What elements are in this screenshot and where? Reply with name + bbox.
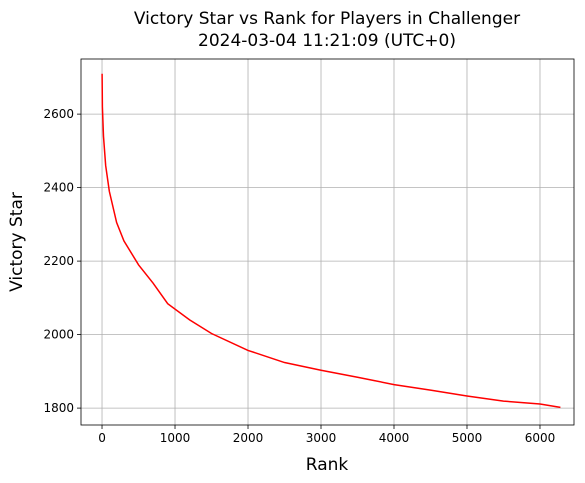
chart-title: Victory Star vs Rank for Players in Chal… xyxy=(134,9,520,29)
data-line xyxy=(101,73,561,409)
y-axis-label: Victory Star xyxy=(7,192,27,292)
x-tick-label: 1000 xyxy=(160,431,191,445)
y-tick-label: 2200 xyxy=(43,254,74,268)
x-tick-label: 0 xyxy=(98,431,106,445)
plot-frame xyxy=(80,58,575,426)
y-tick-label: 2000 xyxy=(43,328,74,342)
chart-subtitle: 2024-03-04 11:21:09 (UTC+0) xyxy=(198,31,456,51)
y-tick-label: 1800 xyxy=(43,401,74,415)
y-tick-label: 2400 xyxy=(43,181,74,195)
x-tick-label: 3000 xyxy=(306,431,337,445)
x-axis-label: Rank xyxy=(306,455,349,475)
y-tick-label: 2600 xyxy=(43,107,74,121)
x-tick-label: 4000 xyxy=(379,431,410,445)
x-tick-label: 2000 xyxy=(233,431,264,445)
x-tick-label: 5000 xyxy=(452,431,483,445)
x-tick-label: 6000 xyxy=(525,431,556,445)
